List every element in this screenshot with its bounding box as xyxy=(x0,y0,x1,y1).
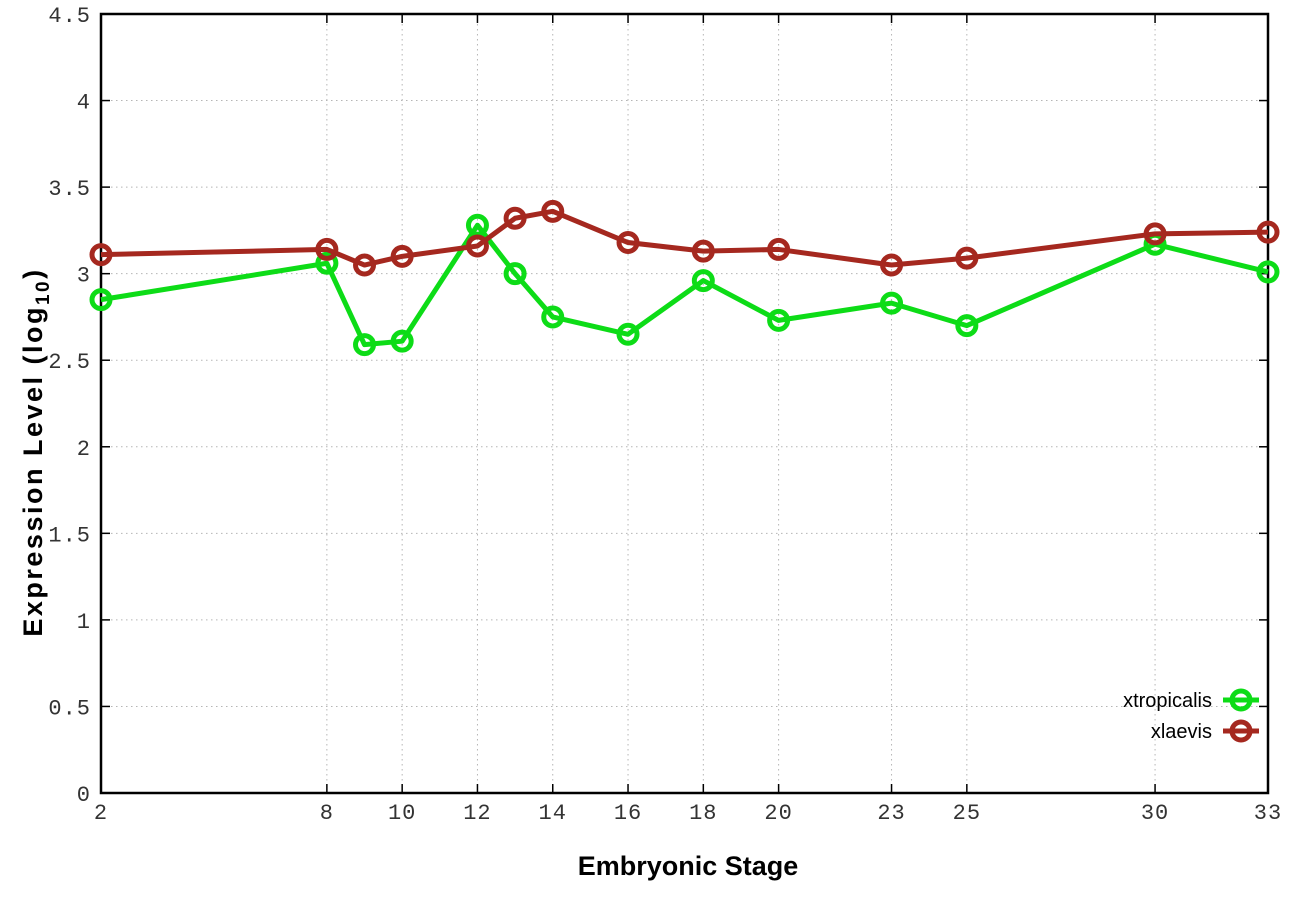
legend-label-xtropicalis: xtropicalis xyxy=(1123,690,1212,712)
x-axis-title: Embryonic Stage xyxy=(578,851,799,881)
x-tick-label: 14 xyxy=(539,801,567,826)
data-point-xtropicalis-stage-23 xyxy=(880,291,904,315)
x-tick-label: 8 xyxy=(320,801,334,826)
legend-label-xlaevis: xlaevis xyxy=(1151,721,1212,743)
data-point-xlaevis-stage-16 xyxy=(616,231,640,255)
x-tick-label: 25 xyxy=(953,801,981,826)
data-point-xlaevis-stage-2 xyxy=(89,243,113,267)
x-tick-label: 12 xyxy=(463,801,491,826)
x-tick-label: 2 xyxy=(94,801,108,826)
data-point-xlaevis-stage-33 xyxy=(1256,220,1280,244)
series-line-xlaevis xyxy=(100,208,1269,268)
data-point-xlaevis-stage-14 xyxy=(541,199,565,223)
data-point-xtropicalis-stage-13 xyxy=(503,262,527,286)
y-tick-label: 3 xyxy=(77,264,91,289)
data-point-xtropicalis-stage-8 xyxy=(315,251,339,275)
data-point-xtropicalis-stage-2 xyxy=(89,288,113,312)
y-tick-labels: 0 0.5 1 1.5 2 2.5 3 3.5 4 4.5 xyxy=(48,4,91,808)
data-point-xtropicalis-stage-9 xyxy=(353,333,377,357)
data-point-xlaevis-stage-25 xyxy=(955,246,979,270)
x-tick-label: 30 xyxy=(1141,801,1169,826)
data-point-xlaevis-stage-13 xyxy=(503,206,527,230)
data-point-xtropicalis-stage-25 xyxy=(955,314,979,338)
data-point-xtropicalis-stage-12 xyxy=(465,213,489,237)
data-point-xlaevis-stage-20 xyxy=(767,237,791,261)
data-point-xtropicalis-stage-18 xyxy=(691,269,715,293)
x-tick-labels: 2 8 10 12 14 16 18 20 23 25 30 33 xyxy=(94,801,1282,826)
y-tick-label: 2 xyxy=(77,437,91,462)
x-tick-label: 23 xyxy=(877,801,905,826)
plot-border xyxy=(99,12,1270,795)
data-point-xtropicalis-stage-20 xyxy=(767,308,791,332)
y-tick-label: 1.5 xyxy=(48,523,91,548)
data-point-xlaevis-stage-23 xyxy=(880,253,904,277)
data-point-xlaevis-stage-8 xyxy=(315,237,339,261)
axis-ticks xyxy=(100,13,1269,794)
x-tick-label: 18 xyxy=(689,801,717,826)
y-axis-title-main: Expression Level (log xyxy=(18,305,48,637)
data-point-xtropicalis-stage-16 xyxy=(616,322,640,346)
y-axis-title-close: ) xyxy=(18,267,48,279)
data-point-xlaevis-stage-10 xyxy=(390,244,414,268)
data-point-xtropicalis-stage-33 xyxy=(1256,260,1280,284)
y-tick-label: 4 xyxy=(77,91,91,116)
data-point-xlaevis-stage-18 xyxy=(691,239,715,263)
gridlines xyxy=(101,14,1268,793)
y-tick-label: 0 xyxy=(77,783,91,808)
y-axis-title-subscript: 10 xyxy=(33,279,54,305)
data-point-xlaevis-stage-30 xyxy=(1143,222,1167,246)
series-line-xtropicalis xyxy=(100,222,1269,348)
y-tick-label: 1 xyxy=(77,610,91,635)
y-tick-label: 4.5 xyxy=(48,4,91,29)
x-tick-label: 33 xyxy=(1254,801,1282,826)
legend-marker-xtropicalis xyxy=(1229,688,1253,712)
y-tick-label: 2.5 xyxy=(48,350,91,375)
data-point-xlaevis-stage-12 xyxy=(465,234,489,258)
y-tick-label: 0.5 xyxy=(48,696,91,721)
x-tick-label: 20 xyxy=(764,801,792,826)
legend: xtropicalis xlaevis xyxy=(1123,688,1259,743)
x-tick-label: 10 xyxy=(388,801,416,826)
y-tick-label: 3.5 xyxy=(48,177,91,202)
legend-sample-markers xyxy=(1223,688,1259,743)
data-point-xtropicalis-stage-14 xyxy=(541,305,565,329)
data-point-xtropicalis-stage-10 xyxy=(390,329,414,353)
legend-marker-xlaevis xyxy=(1229,719,1253,743)
data-point-xlaevis-stage-9 xyxy=(353,253,377,277)
x-tick-label: 16 xyxy=(614,801,642,826)
data-series xyxy=(89,199,1280,357)
y-axis-title: Expression Level (log10) xyxy=(18,267,54,636)
